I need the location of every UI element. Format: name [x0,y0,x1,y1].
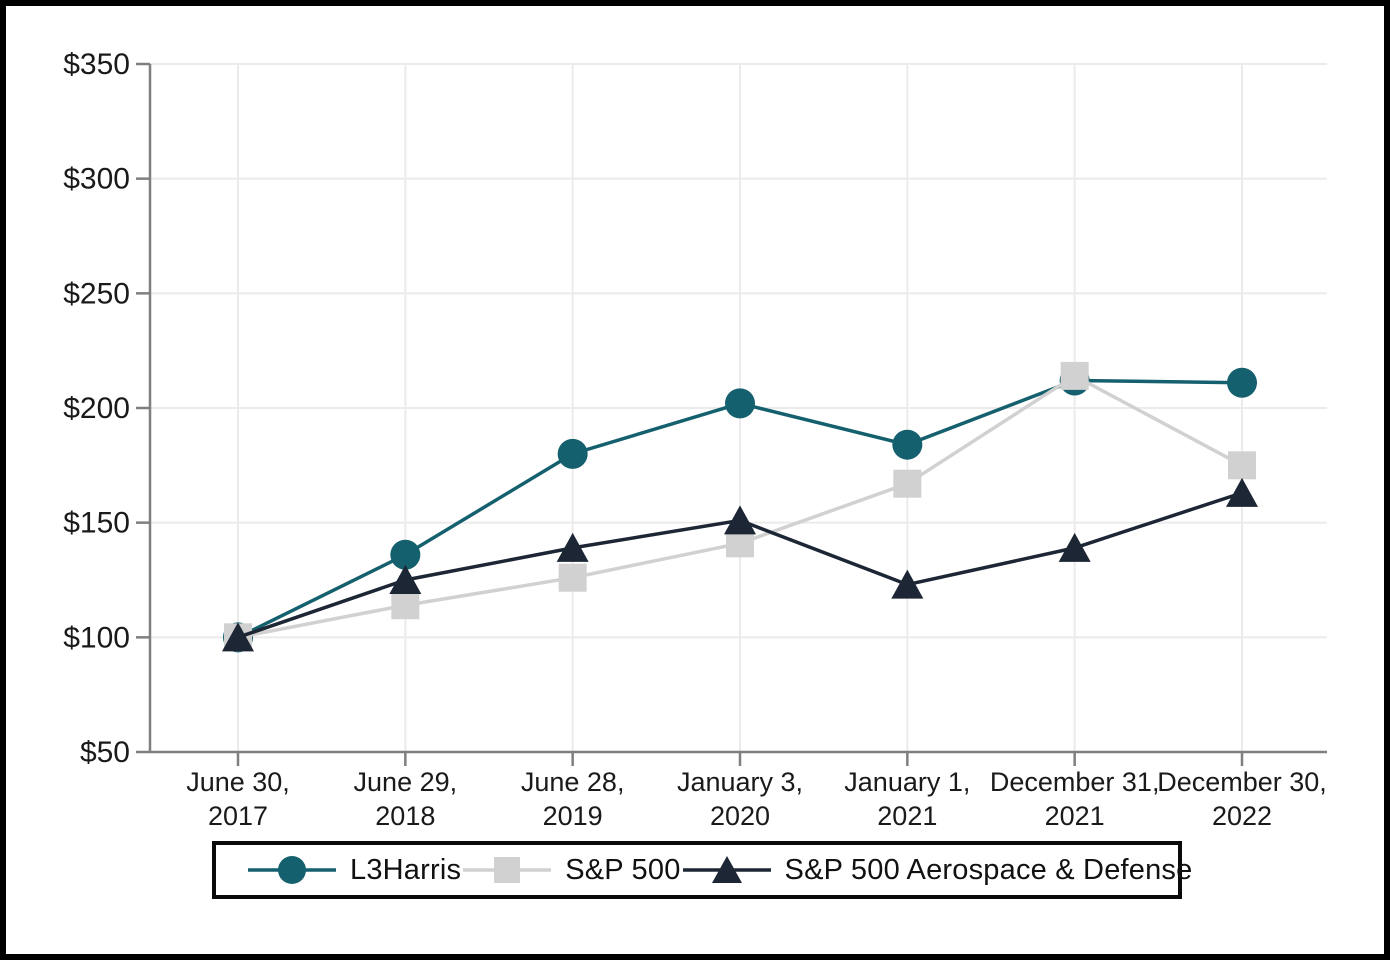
x-tick-label: January 1, 2021 [844,767,970,831]
triangle-marker [724,505,756,535]
x-tick-label: December 30, 2022 [1157,767,1327,831]
triangle-marker [222,622,254,652]
y-tick-label: $200 [63,392,130,425]
x-tick-label: December 31, 2021 [990,767,1160,831]
y-tick-label: $300 [63,163,130,196]
series-s-p-500-aerospace-defense [222,477,1258,652]
triangle-marker [891,569,924,599]
circle-marker [278,856,306,884]
legend-label-sp500: S&P 500 [565,853,681,886]
legend-item-l3harris: L3Harris [246,850,461,890]
legend-item-sp500-aerospace-defense: S&P 500 Aerospace & Defense [681,850,1193,890]
triangle-marker [711,856,742,883]
sp500-square-marker-icon [463,857,552,883]
triangle-marker [1058,532,1091,562]
circle-marker [892,429,923,460]
square-marker [558,563,587,592]
circle-marker [390,539,421,570]
square-marker [893,469,922,498]
legend-label-sp500-aerospace-defense: S&P 500 Aerospace & Defense [784,853,1193,886]
series-s-p-500 [224,361,1256,652]
square-marker [494,857,521,883]
legend-item-sp500: S&P 500 [461,850,680,890]
circle-marker [1227,367,1257,398]
triangle-marker [556,532,589,562]
y-tick-label: $50 [80,736,130,769]
triangle-marker [1226,477,1258,507]
axes [136,62,1327,766]
legend-label-l3harris: L3Harris [350,853,462,886]
x-tick-label: June 29, 2018 [354,767,458,831]
y-tick-label: $250 [63,277,130,310]
y-axis-labels: $50 $100 $150 $200 $250 $300 $350 [63,48,130,769]
triangle-marker [389,565,422,594]
circle-marker [725,388,755,419]
x-tick-label: June 30, 2017 [186,767,290,831]
square-marker [391,591,420,620]
square-marker [1060,361,1089,390]
gridlines [150,63,1327,752]
x-axis-labels: June 30, 2017 June 29, 2018 June 28, 2019 Janu… [186,767,1327,831]
x-tick-label: January 3, 2020 [677,767,803,831]
y-tick-label: $350 [63,48,130,81]
chart-legend: L3Harris S&P 500 S&P 500 Aerospace & Def… [212,841,1192,899]
square-marker [1228,451,1256,480]
l3harris-circle-marker-icon [248,856,336,884]
y-tick-label: $150 [63,507,130,540]
sp500-aerospace-defense-triangle-marker-icon [682,856,771,883]
x-tick-label: June 28, 2019 [521,767,625,831]
y-tick-label: $100 [63,621,130,654]
circle-marker [557,438,588,469]
